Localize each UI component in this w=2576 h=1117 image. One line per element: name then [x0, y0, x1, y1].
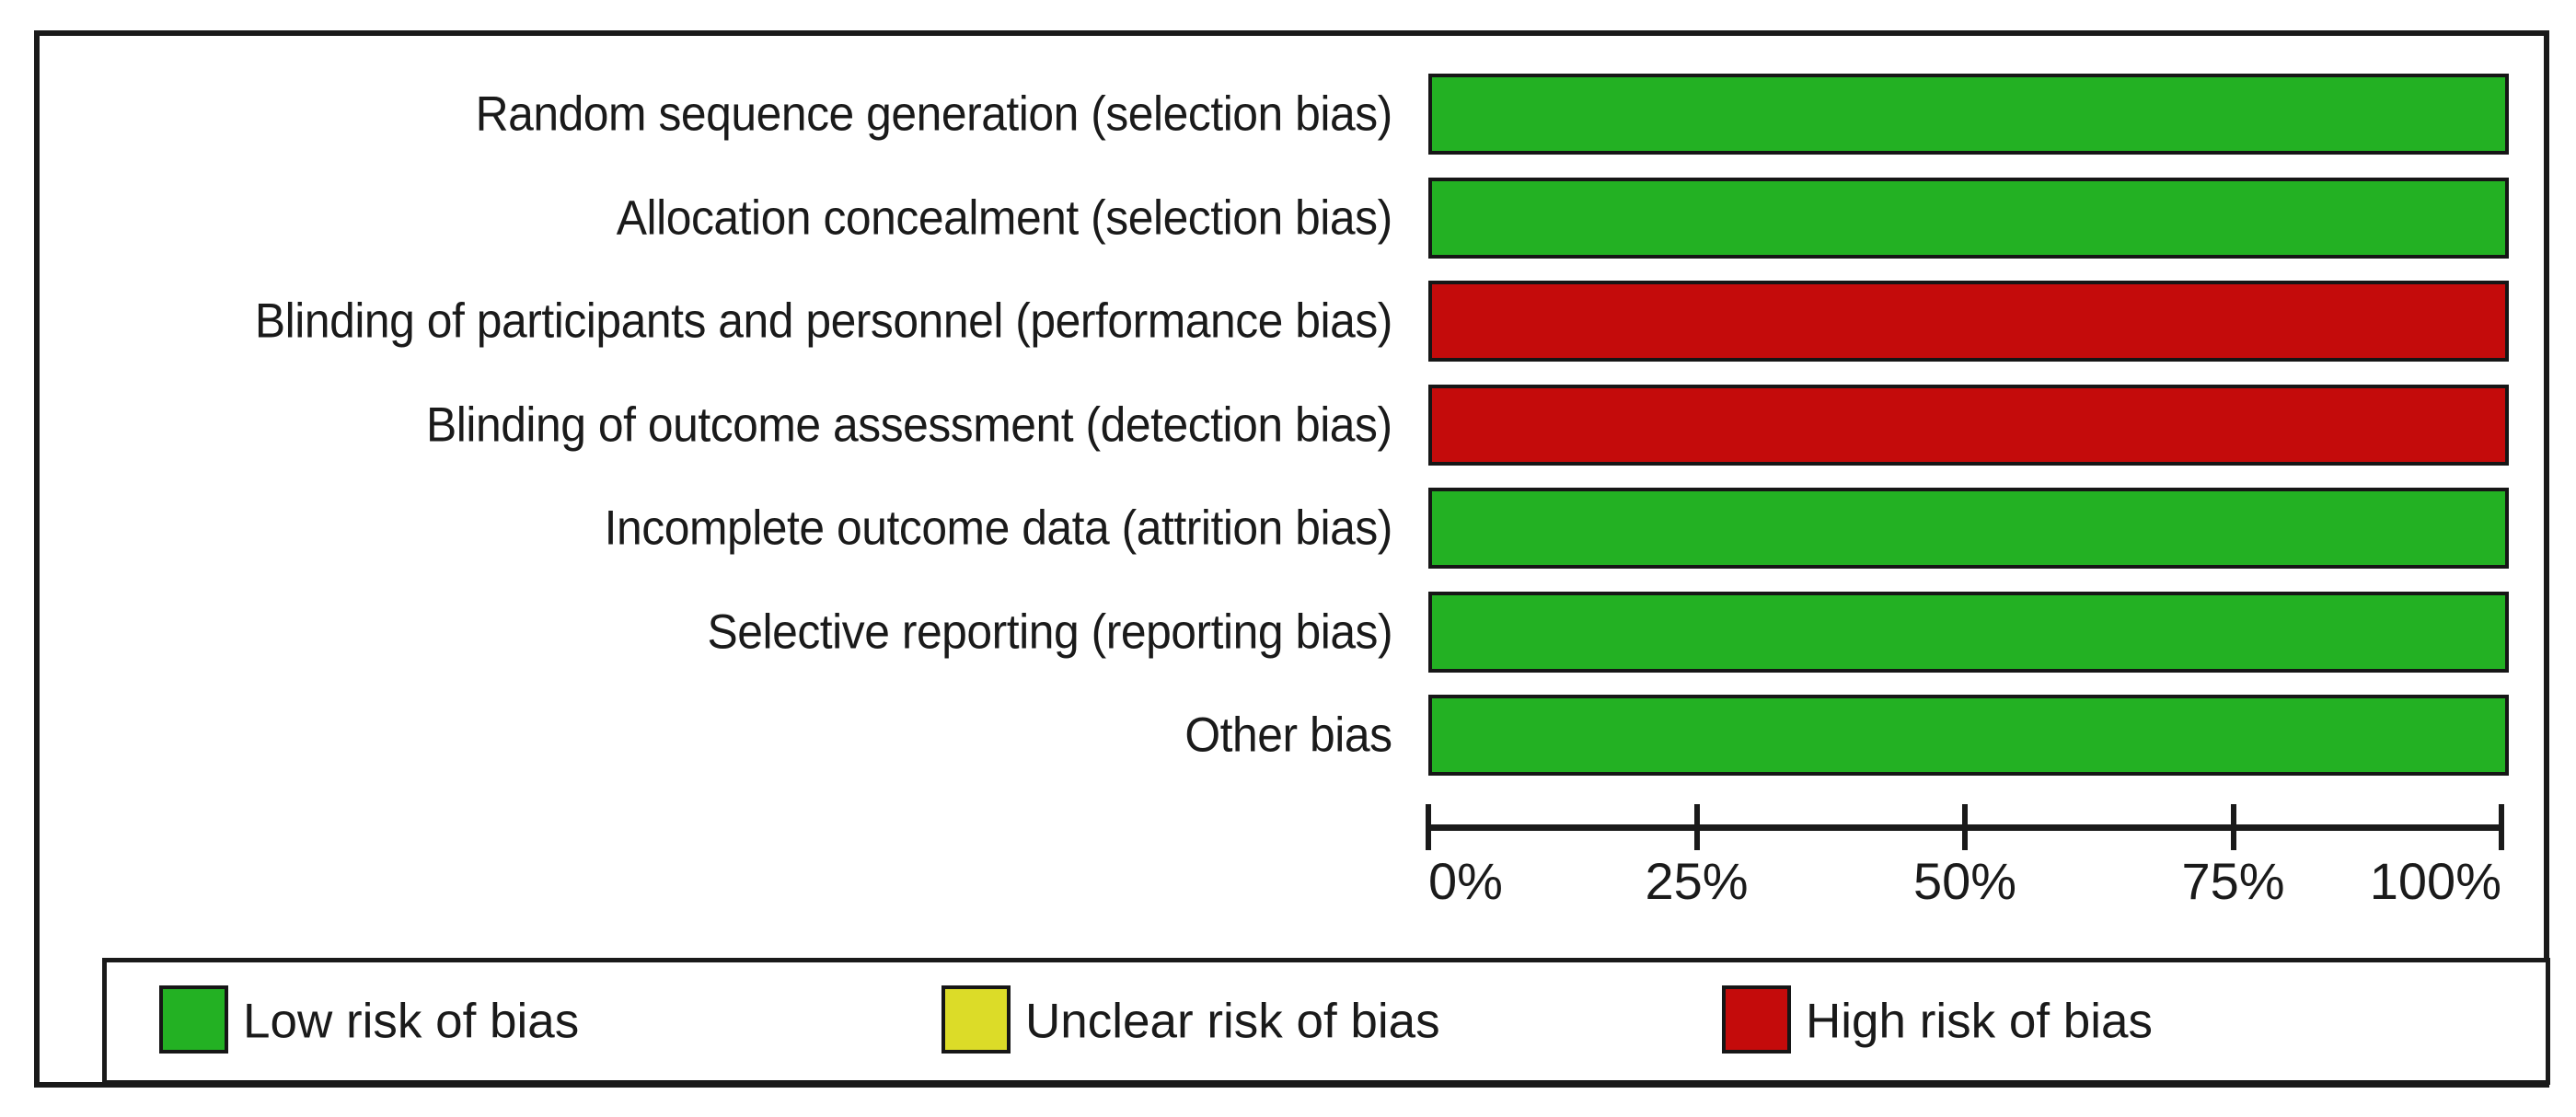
risk-bar-low-risk	[1428, 177, 2509, 259]
axis-tick-label: 0%	[1428, 852, 1503, 910]
axis-tick-label: 50%	[1912, 852, 2017, 910]
legend-swatch-low-risk	[159, 985, 228, 1054]
row-label: Allocation concealment (selection bias)	[617, 190, 1392, 245]
legend-label: Unclear risk of bias	[1025, 994, 1440, 1049]
row-label: Incomplete outcome data (attrition bias)	[604, 501, 1393, 556]
chart-frame: Random sequence generation (selection bi…	[34, 30, 2550, 1088]
row-label: Blinding of outcome assessment (detectio…	[426, 397, 1392, 452]
risk-bar-low-risk	[1428, 488, 2509, 569]
row-label: Blinding of participants and personnel (…	[254, 294, 1393, 349]
risk-bar-low-risk	[1428, 74, 2509, 155]
legend-label: High risk of bias	[1806, 994, 2154, 1049]
axis-tick-label: 100%	[2369, 852, 2501, 910]
risk-bar-high-risk	[1428, 384, 2509, 466]
axis-tick-label: 25%	[1645, 852, 1749, 910]
risk-bar-low-risk	[1428, 695, 2509, 776]
legend-swatch-high-risk	[1722, 985, 1791, 1054]
axis-tick	[2230, 804, 2236, 850]
risk-bar-high-risk	[1428, 281, 2509, 362]
axis-tick	[1962, 804, 1968, 850]
legend: Low risk of bias Unclear risk of bias High…	[102, 958, 2550, 1085]
row-label: Random sequence generation (selection bi…	[475, 86, 1393, 142]
legend-swatch-unclear-risk	[941, 985, 1011, 1054]
axis-tick	[1693, 804, 1700, 850]
axis-tick	[1426, 804, 1431, 850]
legend-label: Low risk of bias	[243, 994, 580, 1049]
row-label: Selective reporting (reporting bias)	[707, 605, 1392, 659]
risk-bar-low-risk	[1428, 591, 2509, 673]
axis-tick-label: 75%	[2181, 852, 2285, 910]
axis-tick	[2499, 804, 2504, 850]
row-label: Other bias	[1184, 708, 1393, 763]
